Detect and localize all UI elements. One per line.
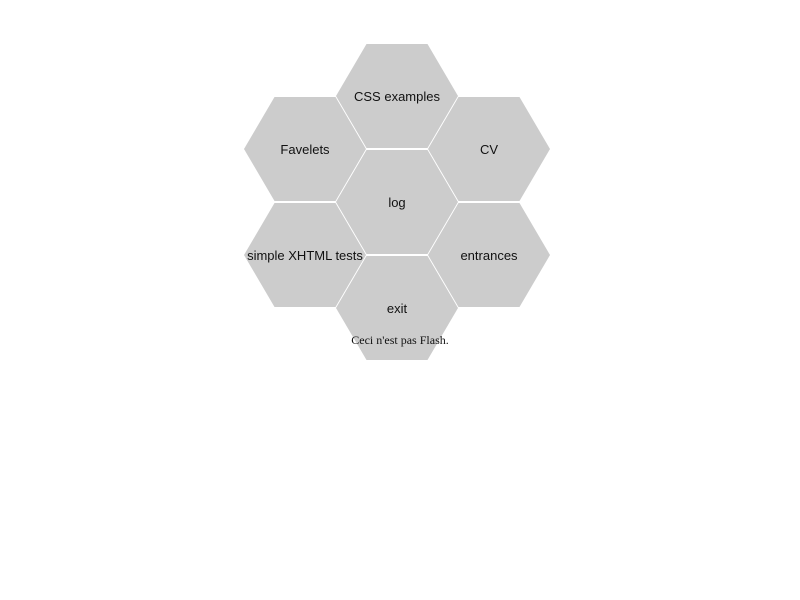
hex-label: log [388, 194, 406, 210]
caption-text: Ceci n'est pas Flash. [351, 333, 449, 347]
hex-link-css-examples[interactable]: CSS examples [336, 44, 458, 148]
hex-label: Favelets [280, 141, 330, 157]
hex-label: entrances [460, 247, 518, 263]
hex-label: simple XHTML tests [247, 247, 363, 263]
hex-label: exit [386, 301, 408, 316]
hex-link-exit[interactable]: exit [336, 256, 458, 360]
hex-link-favelets[interactable]: Favelets [244, 97, 366, 201]
hex-link-simple-xhtml-tests[interactable]: simple XHTML tests [244, 203, 366, 307]
hex-label: CSS examples [354, 88, 440, 104]
hex-label: CV [479, 141, 499, 157]
hex-link-log[interactable]: log [336, 150, 458, 254]
